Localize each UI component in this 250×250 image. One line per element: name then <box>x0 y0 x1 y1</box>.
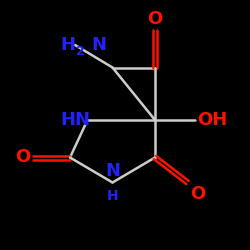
Text: H: H <box>60 36 75 54</box>
Text: 2: 2 <box>76 45 85 58</box>
Text: O: O <box>15 148 30 166</box>
Text: OH: OH <box>198 111 228 129</box>
Text: HN: HN <box>60 111 90 129</box>
Text: N: N <box>105 162 120 180</box>
Text: H: H <box>107 189 118 203</box>
Text: O: O <box>190 185 205 203</box>
Text: O: O <box>148 10 162 28</box>
Text: N: N <box>91 36 106 54</box>
